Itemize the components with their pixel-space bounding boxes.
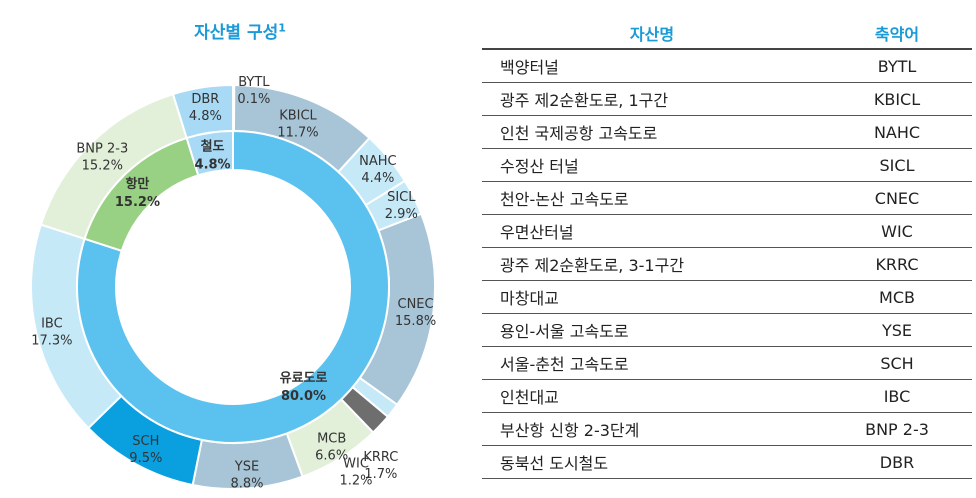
table-row: 수정산 터널 SICL — [482, 148, 972, 182]
chart-title: 자산별 구성1 — [140, 18, 340, 43]
inner-slice-item-2 — [185, 129, 234, 177]
table-header-row: 자산명 축약어 — [482, 18, 972, 50]
inner-label--2: 철도 — [201, 139, 225, 155]
outer-label-sicl: SICL — [387, 190, 416, 205]
outer-label-krrc: KRRC — [363, 450, 398, 465]
abbreviation-cell: SCH — [822, 346, 972, 380]
table-row: 천안-논산 고속도로 CNEC — [482, 181, 972, 215]
asset-table: 자산명 축약어 백양터널 BYTL 광주 제2순환도로, 1구간 KBICL 인천 국제… — [482, 18, 972, 479]
header-abbreviation: 축약어 — [822, 18, 972, 50]
outer-value-sicl: 2.9% — [385, 207, 418, 222]
table-row: 인천 국제공항 고속도로 NAHC — [482, 115, 972, 149]
table-row: 동북선 도시철도 DBR — [482, 445, 972, 479]
outer-value-yse: 8.8% — [230, 476, 263, 491]
abbreviation-cell: WIC — [822, 214, 972, 248]
outer-value-sch: 9.5% — [129, 451, 162, 466]
table-row: 광주 제2순환도로, 1구간 KBICL — [482, 82, 972, 116]
outer-value-dbr: 4.8% — [189, 109, 222, 124]
outer-value-bnp-2-3: 15.2% — [82, 159, 123, 174]
outer-label-ibc: IBC — [41, 316, 63, 331]
inner-value-2: 4.8% — [195, 158, 231, 173]
chart-title-footnote: 1 — [278, 21, 286, 35]
abbreviation-cell: IBC — [822, 379, 972, 413]
outer-label-bytl: BYTL — [238, 75, 270, 90]
outer-value-nahc: 4.4% — [361, 171, 394, 186]
outer-label-bnp-2-3: BNP 2-3 — [76, 142, 128, 157]
asset-name-cell: 백양터널 — [482, 49, 822, 83]
abbreviation-cell: NAHC — [822, 115, 972, 149]
asset-name-cell: 광주 제2순환도로, 1구간 — [482, 82, 822, 116]
outer-value-krrc: 1.7% — [364, 467, 397, 482]
outer-label-wic: WIC — [343, 456, 369, 471]
outer-label-sch: SCH — [132, 434, 159, 449]
outer-value-wic: 1.2% — [340, 473, 373, 488]
abbreviation-cell: KBICL — [822, 82, 972, 116]
table-row: 인천대교 IBC — [482, 379, 972, 413]
abbreviation-cell: SICL — [822, 148, 972, 182]
asset-name-cell: 동북선 도시철도 — [482, 445, 822, 479]
table-row: 부산항 신항 2-3단계 BNP 2-3 — [482, 412, 972, 446]
outer-label-dbr: DBR — [191, 92, 219, 107]
asset-name-cell: 인천 국제공항 고속도로 — [482, 115, 822, 149]
table-row: 백양터널 BYTL — [482, 49, 972, 83]
asset-name-cell: 광주 제2순환도로, 3-1구간 — [482, 247, 822, 281]
asset-name-cell: 우면산터널 — [482, 214, 822, 248]
outer-value-cnec: 15.8% — [395, 314, 436, 329]
inner-value-1: 15.2% — [115, 195, 160, 210]
inner-value-0: 80.0% — [281, 389, 326, 404]
abbreviation-cell: BYTL — [822, 49, 972, 83]
inner-label--0: 유료도로 — [280, 371, 328, 386]
outer-value-bytl: 0.1% — [237, 92, 270, 107]
abbreviation-cell: MCB — [822, 280, 972, 314]
table-row: 광주 제2순환도로, 3-1구간 KRRC — [482, 247, 972, 281]
outer-label-nahc: NAHC — [359, 154, 396, 169]
asset-name-cell: 부산항 신항 2-3단계 — [482, 412, 822, 446]
outer-value-mcb: 6.6% — [315, 449, 348, 464]
header-asset-name: 자산명 — [482, 18, 822, 50]
outer-label-mcb: MCB — [317, 432, 346, 447]
abbreviation-cell: KRRC — [822, 247, 972, 281]
abbreviation-cell: DBR — [822, 445, 972, 479]
outer-value-ibc: 17.3% — [31, 333, 72, 348]
inner-slice-item-0 — [76, 129, 390, 444]
table-row: 마창대교 MCB — [482, 280, 972, 314]
chart-title-text: 자산별 구성 — [194, 23, 279, 43]
abbreviation-cell: YSE — [822, 313, 972, 347]
asset-name-cell: 용인-서울 고속도로 — [482, 313, 822, 347]
outer-label-kbicl: KBICL — [279, 108, 317, 123]
asset-name-cell: 천안-논산 고속도로 — [482, 181, 822, 215]
inner-label--1: 항만 — [125, 176, 149, 192]
table-row: 우면산터널 WIC — [482, 214, 972, 248]
abbreviation-cell: BNP 2-3 — [822, 412, 972, 446]
donut-chart: BYTL 0.1% KBICL 11.7% NAHC 4.4% SICL 2.9% CNEC 15… — [30, 75, 436, 491]
table-row: 서울-춘천 고속도로 SCH — [482, 346, 972, 380]
abbreviation-cell: CNEC — [822, 181, 972, 215]
asset-name-cell: 마창대교 — [482, 280, 822, 314]
outer-label-cnec: CNEC — [398, 297, 434, 312]
asset-name-cell: 서울-춘천 고속도로 — [482, 346, 822, 380]
table-row: 용인-서울 고속도로 YSE — [482, 313, 972, 347]
outer-label-yse: YSE — [234, 459, 259, 474]
asset-name-cell: 수정산 터널 — [482, 148, 822, 182]
asset-name-cell: 인천대교 — [482, 379, 822, 413]
outer-value-kbicl: 11.7% — [277, 125, 318, 140]
